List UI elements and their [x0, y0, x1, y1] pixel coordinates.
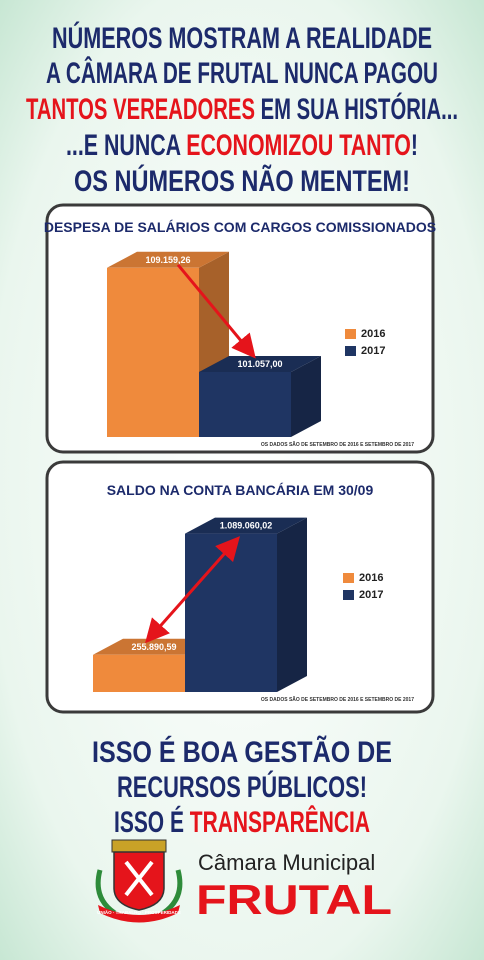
arrow: [176, 263, 256, 359]
arrow: [145, 536, 240, 644]
value-label: 255.890,59: [131, 642, 176, 652]
legend-label: 2016: [361, 328, 385, 340]
value-label: 109.159,26: [145, 255, 190, 265]
footer-text: ISSO É BOA GESTÃO DE: [92, 735, 392, 769]
legend-label: 2016: [359, 572, 383, 584]
headline: NÚMEROS MOSTRAM A REALIDADE: [52, 21, 432, 55]
headline-part: !: [411, 129, 418, 162]
footer-part: ISSO É: [114, 805, 190, 839]
bar: [185, 533, 277, 692]
footer-text: ISSO É TRANSPARÊNCIA: [114, 805, 370, 839]
legend-swatch: [343, 590, 354, 600]
org-name: Câmara Municipal: [198, 850, 375, 875]
bar-side: [277, 517, 307, 692]
legend-swatch: [343, 573, 354, 583]
value-label: 1.089.060,02: [220, 521, 273, 531]
headline: OS NÚMEROS NÃO MENTEM!: [74, 164, 410, 198]
footer-red: TRANSPARÊNCIA: [190, 805, 370, 839]
crest: UNIÃO · TRABALHO · PROSPERIDADE: [95, 839, 183, 923]
headline: A CÂMARA DE FRUTAL NUNCA PAGOU: [46, 56, 438, 90]
legend-label: 2017: [359, 589, 383, 601]
headline-part: ...E NUNCA: [66, 129, 186, 162]
chart-note: OS DADOS SÃO DE SETEMBRO DE 2016 E SETEM…: [261, 696, 414, 703]
bar: [93, 654, 185, 692]
headline-part: EM SUA HISTÓRIA...: [255, 92, 458, 126]
bar-top: [199, 355, 321, 372]
headline: ...E NUNCA ECONOMIZOU TANTO!: [66, 129, 418, 162]
chart-title: DESPESA DE SALÁRIOS COM CARGOS COMISSION…: [44, 219, 436, 235]
bar-top: [185, 517, 307, 534]
bar-top: [107, 251, 229, 268]
crest-motto: UNIÃO · TRABALHO · PROSPERIDADE: [97, 909, 181, 915]
bar-side: [291, 355, 321, 437]
chart-title: SALDO NA CONTA BANCÁRIA EM 30/09: [107, 482, 374, 498]
city-name: FRUTAL: [196, 876, 392, 923]
legend-swatch: [345, 346, 356, 356]
legend-swatch: [345, 329, 356, 339]
headline-red: TANTOS VEREADORES: [26, 93, 255, 126]
legend-label: 2017: [361, 345, 385, 357]
bar: [199, 371, 291, 437]
headline: TANTOS VEREADORES EM SUA HISTÓRIA...: [26, 92, 458, 126]
value-label: 101.057,00: [237, 359, 282, 369]
footer-text: RECURSOS PÚBLICOS!: [117, 770, 367, 804]
bar: [107, 267, 199, 437]
chart-note: OS DADOS SÃO DE SETEMBRO DE 2016 E SETEM…: [261, 441, 414, 448]
headline-red: ECONOMIZOU TANTO: [186, 129, 411, 162]
